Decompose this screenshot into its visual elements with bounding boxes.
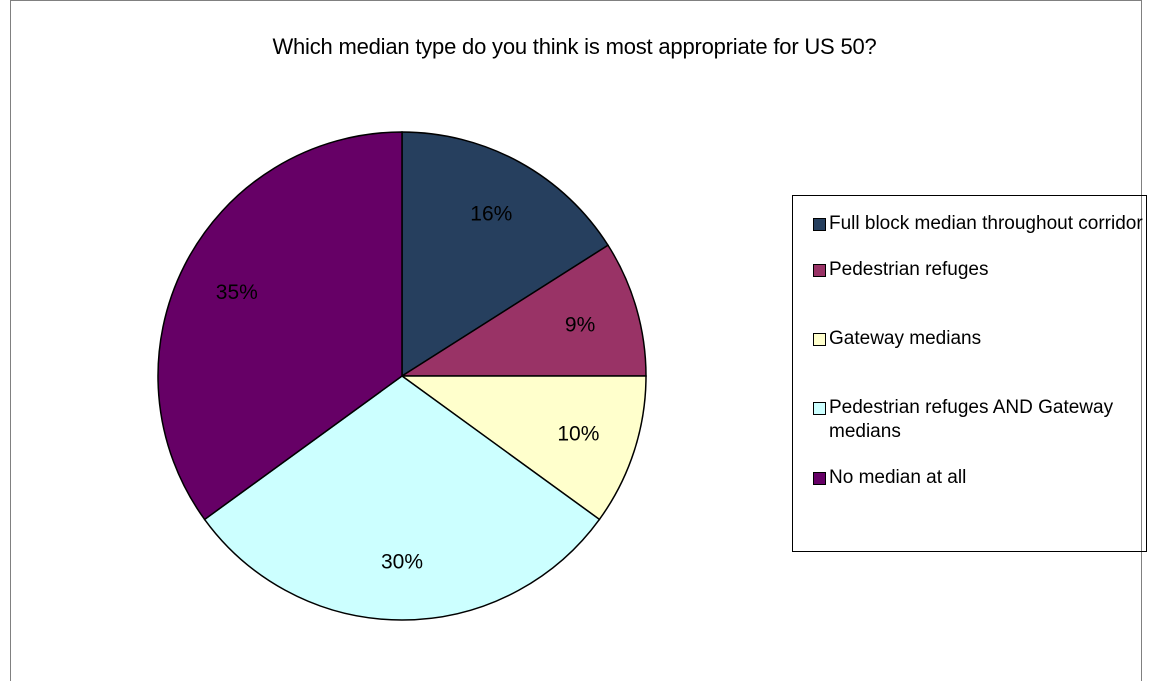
pie-label-full-block: 16% xyxy=(470,203,512,226)
pie-slice-full-block xyxy=(401,131,610,378)
pie-label-no-median: 35% xyxy=(216,281,258,304)
legend-swatch-no-median xyxy=(813,472,826,485)
pie-slice-no-median xyxy=(157,131,403,521)
legend-item-no-median: No median at all xyxy=(813,466,1146,490)
pie-label-refuges-and-gateway: 30% xyxy=(381,550,423,573)
chart-frame xyxy=(10,0,1142,681)
chart-title: Which median type do you think is most a… xyxy=(272,34,877,59)
pie-slice-refuges-and-gateway xyxy=(203,375,601,621)
legend-label-no-median: No median at all xyxy=(829,467,967,488)
legend-item-pedestrian-refuges: Pedestrian refuges xyxy=(813,258,1146,282)
pie-label-gateway-medians: 10% xyxy=(557,422,599,445)
legend-label-gateway-medians: Gateway medians xyxy=(829,328,982,349)
legend-label-full-block: Full block median throughout corridor xyxy=(829,213,1143,234)
legend-label-pedestrian-refuges: Pedestrian refuges xyxy=(829,259,989,280)
pie-label-pedestrian-refuges: 9% xyxy=(565,313,595,336)
pie-slice-gateway-medians xyxy=(399,375,647,521)
legend: Full block median throughout corridor Pe… xyxy=(792,195,1147,552)
legend-item-gateway-medians: Gateway medians xyxy=(813,327,1146,351)
legend-item-refuges-and-gateway: Pedestrian refuges AND Gateway medians xyxy=(813,396,1146,444)
pie-slice-pedestrian-refuges xyxy=(399,244,647,377)
legend-swatch-refuges-and-gateway xyxy=(813,402,826,415)
legend-label-refuges-and-gateway: Pedestrian refuges AND Gateway medians xyxy=(829,397,1114,442)
legend-swatch-full-block xyxy=(813,218,826,231)
legend-item-full-block: Full block median throughout corridor xyxy=(813,212,1146,236)
legend-swatch-pedestrian-refuges xyxy=(813,264,826,277)
legend-swatch-gateway-medians xyxy=(813,333,826,346)
